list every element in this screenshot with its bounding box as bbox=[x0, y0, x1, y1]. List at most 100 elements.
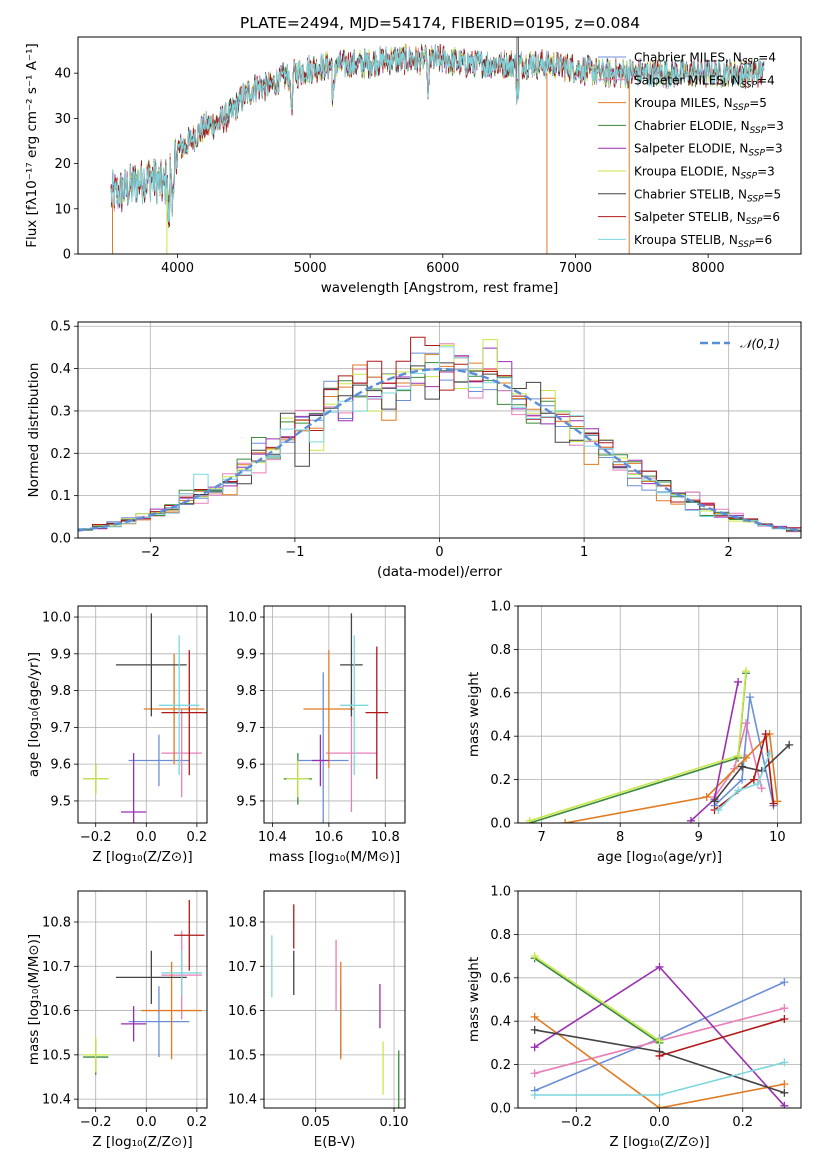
weight_vs_age-ytick-label: 0.0 bbox=[490, 817, 511, 832]
weight_vs_Z-ytick-label: 0.2 bbox=[490, 1058, 511, 1073]
residuals-axes: −2 −1 0 1 2 0.0 0.1 0.2 0.3 0.4 0.5 (data-model)/er… bbox=[26, 320, 801, 580]
weight_vs_Z-xtick-label: −0.2 bbox=[560, 1115, 592, 1130]
spectrum-xtick-label: 6000 bbox=[426, 261, 459, 276]
mass_vs_Z-ytick-label: 10.8 bbox=[42, 916, 71, 931]
weight_vs_age-marker-kroupa_stelib bbox=[734, 786, 743, 795]
legend-entry-chabrier_elodie: Chabrier ELODIE, NSSP=3 bbox=[634, 119, 784, 136]
residuals-legend: 𝒩(0,1) bbox=[700, 337, 780, 351]
age_vs_mass-points bbox=[283, 613, 389, 823]
weight_vs_age-xtick-label: 9 bbox=[695, 830, 703, 845]
weight_vs_Z-marker-salpeter_elodie bbox=[655, 962, 664, 971]
mass_vs_Z-points bbox=[83, 899, 205, 1075]
weight_vs_age-grid bbox=[518, 605, 801, 824]
weight_vs_Z-marker-salpeter_stelib bbox=[655, 1051, 664, 1060]
spectrum-ytick-label: 40 bbox=[54, 67, 71, 82]
normal-legend-label: 𝒩(0,1) bbox=[740, 337, 780, 351]
weight_vs_age-marker-kroupa_miles bbox=[561, 819, 570, 823]
mass_vs_Z-grid bbox=[78, 891, 207, 1108]
weight_vs_Z-marker-salpeter_stelib bbox=[780, 1015, 789, 1024]
weight_vs_Z-line-kroupa_elodie bbox=[534, 955, 660, 1042]
mass_vs_Z-axes: −0.2 0.0 0.2 10.4 10.5 10.6 10.7 10.8 Z [log₁₀(Z… bbox=[26, 891, 207, 1150]
residuals-ytick-label: 0.1 bbox=[50, 489, 71, 504]
age_vs_Z-frame bbox=[77, 605, 208, 824]
weight_vs_Z-ytick-label: 0.0 bbox=[490, 1102, 511, 1117]
age_vs_Z-xtick-label: 0.2 bbox=[187, 830, 208, 845]
weight_vs_Z-line-salpeter_stelib bbox=[659, 1018, 785, 1057]
mass_vs_Z-ytick-label: 10.6 bbox=[42, 1004, 71, 1019]
weight_vs_age-marker-chabrier_miles bbox=[745, 693, 754, 702]
age_vs_Z-ytick-label: 9.7 bbox=[50, 721, 71, 736]
weight_vs_age-line-salpeter_stelib bbox=[714, 733, 775, 811]
residuals-hists bbox=[78, 336, 801, 534]
weight_vs_age-marker-kroupa_elodie bbox=[525, 816, 534, 823]
age_vs_Z-xtick-label: −0.2 bbox=[80, 830, 112, 845]
spectrum-ytick-label: 0 bbox=[63, 248, 71, 263]
weight_vs_age-marker-kroupa_stelib bbox=[765, 749, 774, 758]
residuals-ytick-label: 0.3 bbox=[50, 404, 71, 419]
residuals-ytick-label: 0.5 bbox=[50, 320, 71, 335]
weight_vs_Z-grid bbox=[518, 890, 801, 1109]
spectrum-line-kroupa_stelib bbox=[110, 45, 765, 223]
mass_vs_ebv-points bbox=[271, 904, 400, 1108]
residuals-ylabel: Normed distribution bbox=[26, 363, 42, 498]
weight_vs_Z-marker-salpeter_miles bbox=[780, 1004, 789, 1013]
spectrum-legend: Chabrier MILES, NSSP=4 Salpeter MILES, NS… bbox=[598, 51, 784, 250]
age_vs_mass-axes: 10.4 10.6 10.8 9.5 9.6 9.7 9.8 9.9 10.0 mass [log… bbox=[228, 606, 405, 865]
residuals-ytick-label: 0.0 bbox=[50, 532, 71, 547]
spectrum-ylabel: Flux [fλ10⁻¹⁷ erg cm⁻² s⁻¹ A⁻¹] bbox=[24, 43, 40, 248]
weight_vs_age-marker-salpeter_stelib bbox=[749, 775, 758, 784]
weight_vs_Z-xlabel: Z [log₁₀(Z/Z⊙)] bbox=[609, 1134, 709, 1150]
age_vs_Z-xlabel: Z [log₁₀(Z/Z⊙)] bbox=[92, 849, 192, 865]
weight_vs_age-ytick-label: 0.4 bbox=[490, 730, 511, 745]
mass_vs_Z-xtick-label: 0.2 bbox=[187, 1115, 208, 1130]
mass_vs_ebv-ytick-label: 10.7 bbox=[228, 960, 257, 975]
mass_vs_Z-ytick-label: 10.5 bbox=[42, 1048, 71, 1063]
legend-entry-salpeter_stelib: Salpeter STELIB, NSSP=6 bbox=[634, 210, 780, 227]
age_vs_Z-ylabel: age [log₁₀(age/yr)] bbox=[26, 652, 42, 777]
weight_vs_Z-marker-kroupa_stelib bbox=[780, 1058, 789, 1067]
residuals-frame bbox=[77, 321, 802, 539]
weight_vs_Z-marker-kroupa_elodie bbox=[655, 1036, 664, 1045]
weight_vs_Z-line-chabrier_elodie bbox=[534, 957, 660, 1044]
weight_vs_Z-marker-kroupa_miles bbox=[530, 1012, 539, 1021]
weight_vs_Z-xtick-label: 0.2 bbox=[732, 1115, 753, 1130]
age_vs_mass-ytick-label: 9.6 bbox=[236, 758, 257, 773]
mass_vs_Z-xtick-label: −0.2 bbox=[80, 1115, 112, 1130]
weight_vs_age-marker-salpeter_elodie bbox=[686, 816, 695, 823]
weight_vs_age-marker-kroupa_elodie bbox=[741, 667, 750, 676]
age_vs_Z-xtick-label: 0.0 bbox=[136, 830, 157, 845]
weight_vs_age-marker-chabrier_miles bbox=[738, 775, 747, 784]
legend-entry-salpeter_miles: Salpeter MILES, NSSP=4 bbox=[634, 73, 775, 90]
mass_vs_ebv-grid bbox=[264, 891, 405, 1108]
weight_vs_age-line-salpeter_miles bbox=[713, 722, 763, 798]
weight_vs_age-marker-chabrier_stelib bbox=[738, 762, 747, 771]
weight_vs_age-xtick-label: 10 bbox=[769, 830, 786, 845]
weight_vs_age-ytick-label: 0.8 bbox=[490, 643, 511, 658]
weight_vs_age-marker-salpeter_stelib bbox=[761, 730, 770, 739]
weight_vs_age-xtick-label: 7 bbox=[537, 830, 545, 845]
mass_vs_ebv-xtick-label: 0.10 bbox=[380, 1115, 409, 1130]
weight_vs_age-line-kroupa_elodie bbox=[529, 671, 747, 822]
weight_vs_age-frame bbox=[517, 605, 802, 824]
age_vs_Z-ytick-label: 9.6 bbox=[50, 758, 71, 773]
weight_vs_Z-ytick-label: 0.4 bbox=[490, 1015, 511, 1030]
mass_vs_ebv-ytick-label: 10.5 bbox=[228, 1048, 257, 1063]
age_vs_mass-grid bbox=[264, 606, 405, 823]
residuals-xlabel: (data-model)/error bbox=[377, 564, 503, 580]
age_vs_mass-ytick-label: 9.5 bbox=[236, 794, 257, 809]
weight_vs_age-marker-kroupa_stelib bbox=[714, 805, 723, 814]
weight_vs_Z-ytick-label: 0.6 bbox=[490, 971, 511, 986]
weight_vs_age-marker-kroupa_miles bbox=[741, 753, 750, 762]
age_vs_mass-frame bbox=[263, 605, 406, 824]
weight_vs_Z-marker-chabrier_stelib bbox=[780, 1088, 789, 1097]
weight_vs_Z-marker-salpeter_elodie bbox=[530, 1043, 539, 1052]
spectrum-lines bbox=[110, 37, 765, 254]
spectrum-xtick-label: 5000 bbox=[294, 261, 327, 276]
mass_vs_Z-xlabel: Z [log₁₀(Z/Z⊙)] bbox=[92, 1134, 192, 1150]
weight_vs_age-marker-salpeter_elodie bbox=[734, 677, 743, 686]
spectrum-ytick-label: 20 bbox=[54, 157, 71, 172]
legend-entry-kroupa_miles: Kroupa MILES, NSSP=5 bbox=[634, 96, 767, 113]
residuals-xtick-label: −2 bbox=[141, 545, 160, 560]
weight_vs_Z-marker-kroupa_miles bbox=[655, 1104, 664, 1108]
